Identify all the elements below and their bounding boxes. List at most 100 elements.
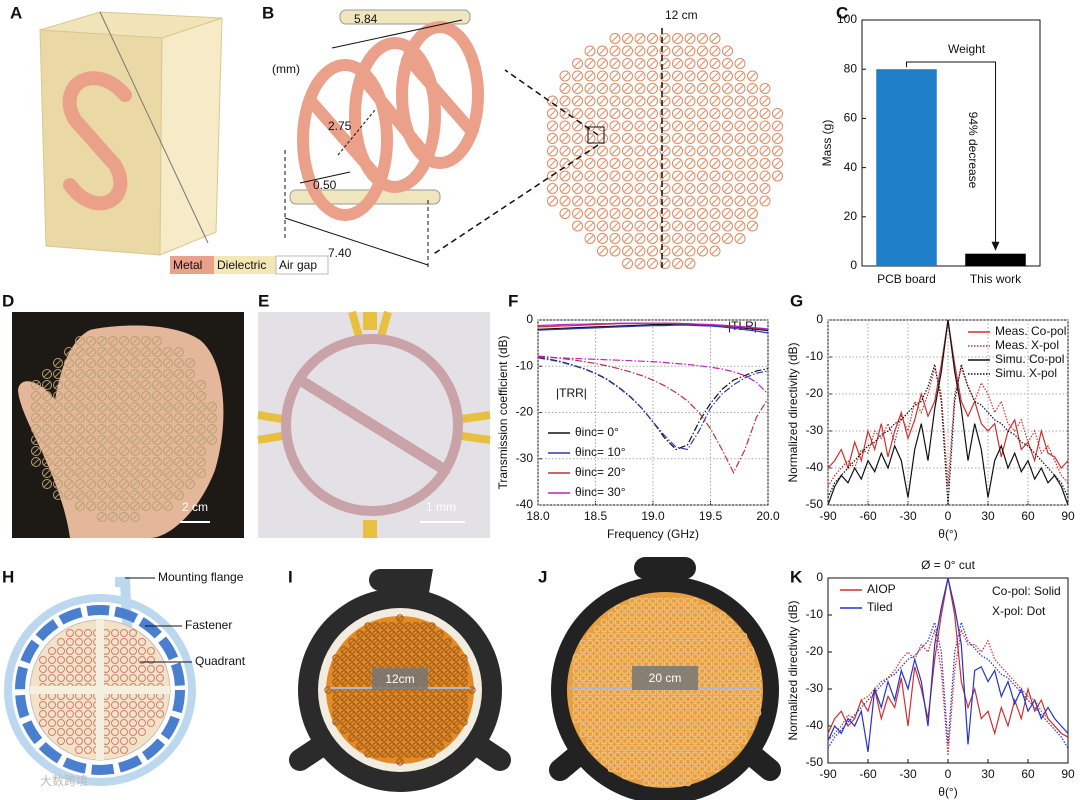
element [156, 710, 164, 718]
element-bar [164, 458, 172, 466]
element [684, 625, 692, 633]
element-bar [87, 458, 95, 466]
element-bar [87, 414, 95, 422]
element [607, 639, 615, 647]
element-bar [636, 147, 644, 155]
y-tick-label: -20 [516, 405, 534, 419]
element-bar [574, 197, 581, 205]
element [628, 646, 636, 654]
element [670, 751, 678, 759]
element [719, 737, 727, 745]
element-bar [109, 403, 117, 411]
element [747, 688, 755, 696]
element-bar [109, 359, 117, 367]
element [119, 512, 129, 522]
element-bar [649, 135, 656, 142]
y-tick-label: 0 [816, 570, 823, 584]
element [726, 723, 734, 731]
element [586, 695, 594, 703]
element [712, 716, 720, 724]
element [141, 457, 151, 467]
element-bar [761, 185, 769, 192]
element [670, 702, 678, 710]
element-bar [761, 172, 769, 180]
element [64, 468, 74, 478]
element-bar [624, 247, 631, 255]
element [621, 688, 629, 696]
series-line [827, 577, 1069, 752]
element [436, 710, 444, 718]
element [698, 716, 706, 724]
element [621, 695, 629, 703]
element-bar [445, 727, 451, 733]
element [152, 391, 162, 401]
element [647, 133, 658, 144]
element [586, 730, 594, 738]
element-bar [711, 160, 719, 167]
element [412, 622, 420, 630]
element-bar [599, 72, 606, 80]
element [174, 479, 184, 489]
metal-s [62, 71, 132, 211]
element-bar [381, 663, 387, 669]
element [185, 402, 195, 412]
element-bar [186, 414, 194, 422]
element [356, 694, 364, 702]
element [628, 695, 636, 703]
element [607, 765, 615, 773]
element [740, 709, 748, 717]
element [388, 718, 396, 726]
element [607, 646, 615, 654]
dim-line [284, 217, 429, 266]
element [719, 667, 727, 675]
element [614, 632, 622, 640]
element [642, 716, 650, 724]
element-bar [686, 197, 694, 205]
element [48, 701, 56, 709]
element [691, 709, 699, 717]
element [120, 638, 128, 646]
gap-line [99, 11, 209, 244]
element [75, 638, 83, 646]
element-bar [175, 480, 183, 488]
element-bar [586, 197, 594, 205]
element-bar [711, 135, 719, 142]
element [621, 611, 629, 619]
element [420, 694, 428, 702]
element [712, 709, 720, 717]
element [659, 208, 671, 219]
element-bar [186, 403, 194, 411]
element [734, 208, 746, 219]
element [120, 701, 128, 709]
element-bar [341, 671, 347, 677]
element [436, 630, 444, 638]
element [649, 709, 657, 717]
element [348, 638, 356, 646]
element-bar [76, 414, 84, 422]
element [584, 83, 596, 94]
element [120, 629, 128, 637]
element [130, 391, 140, 401]
element-bar [461, 655, 467, 661]
element-bar [142, 469, 150, 477]
element-bar [43, 480, 51, 488]
element [621, 772, 629, 780]
element-bar [397, 711, 403, 717]
element [163, 446, 173, 456]
y-axis-label: Normalized directivity (dB) [786, 342, 800, 482]
element [622, 233, 633, 244]
element [48, 719, 56, 727]
element-bar [333, 719, 339, 725]
element-bar [624, 235, 631, 242]
element-bar [661, 97, 669, 105]
element [642, 737, 650, 745]
element-bar [574, 135, 581, 142]
element [734, 233, 746, 244]
element-bar [461, 703, 467, 709]
element [656, 604, 664, 612]
element-bar [686, 35, 694, 42]
element [130, 369, 140, 379]
element-bar [405, 727, 411, 733]
element [672, 133, 683, 144]
element [722, 83, 733, 94]
